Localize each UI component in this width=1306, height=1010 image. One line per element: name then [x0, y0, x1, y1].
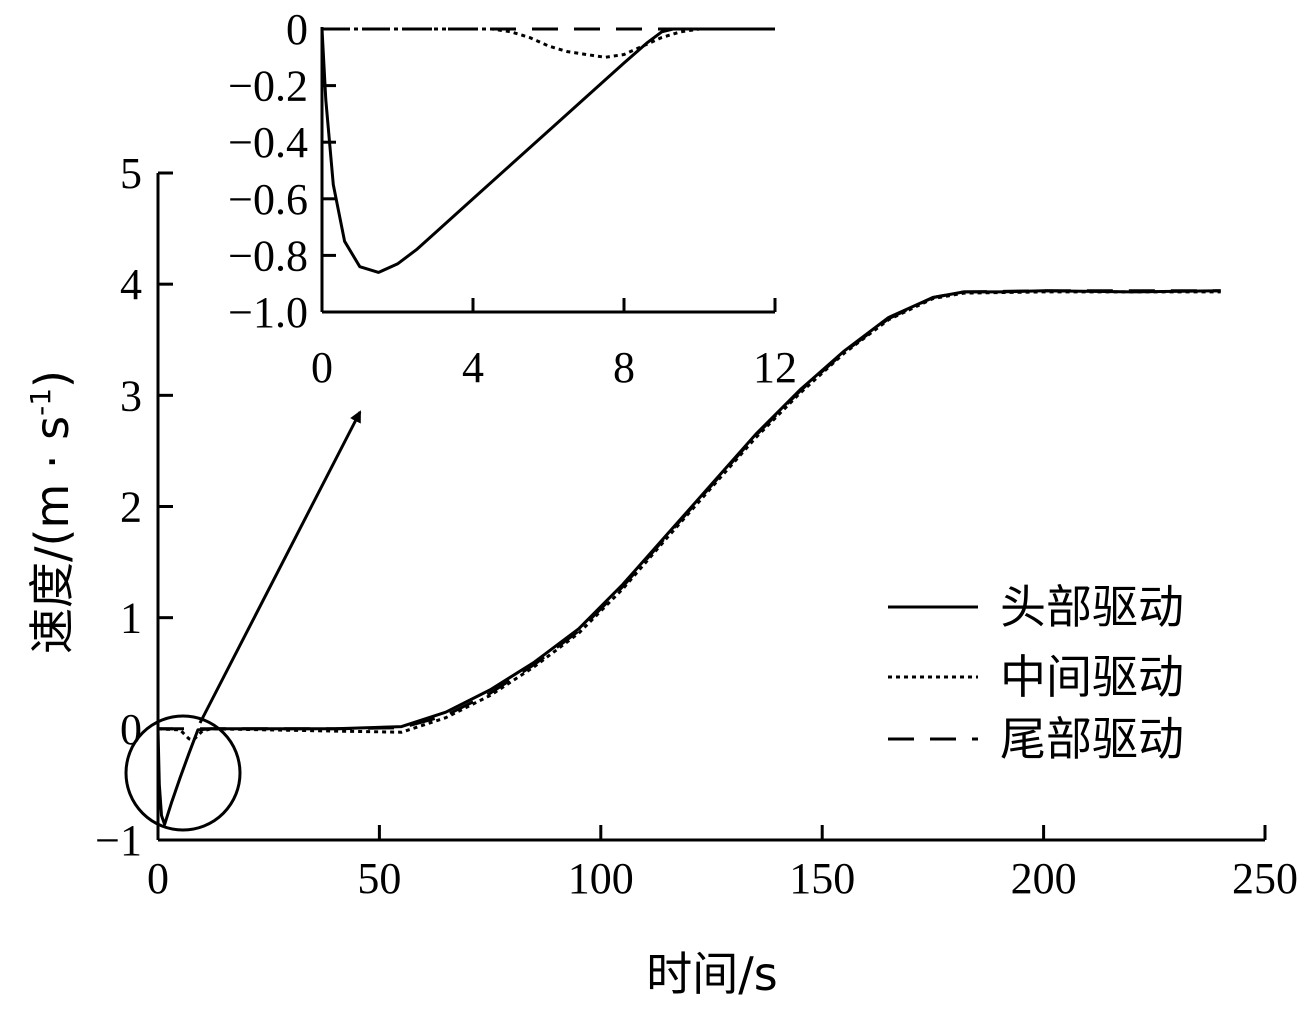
- legend-label-0: 头部驱动: [1000, 580, 1184, 634]
- inset-x-tick-label: 12: [753, 343, 797, 392]
- main-series-2-line: [158, 289, 1221, 731]
- inset-y-tick-label: −0.8: [228, 231, 308, 280]
- y-axis-title-main: 速度/(m · s: [25, 416, 79, 654]
- main-x-tick-label: 250: [1232, 854, 1298, 903]
- x-axis-title: 时间/s: [646, 947, 777, 1001]
- inset-series-0-line: [320, 27, 775, 274]
- highlight-circle: [124, 714, 242, 832]
- main-y-tick-label: 5: [120, 149, 142, 198]
- main-y-tick-label: 2: [120, 483, 142, 532]
- main-x-tick-label: 150: [789, 854, 855, 903]
- main-x-tick-label: 50: [357, 854, 401, 903]
- inset-plot: 0 4 8 12 0 −0.2 −0.4 −0.6 −0.8 −1.0: [228, 5, 797, 392]
- legend-label-2: 尾部驱动: [1000, 712, 1184, 766]
- inset-ticks: [320, 27, 777, 314]
- y-axis-title: 速度/(m · s-1): [24, 370, 79, 654]
- inset-y-tick-label: −0.2: [228, 62, 308, 111]
- inset-x-tick-label: 0: [311, 343, 333, 392]
- main-y-tick-label: 4: [120, 260, 142, 309]
- y-axis-title-superscript: -1: [24, 388, 57, 416]
- y-axis-title-close: ): [25, 370, 79, 388]
- inset-x-tick-label: 4: [462, 343, 484, 392]
- main-x-tick-labels: 0 50 100 150 200 250: [147, 854, 1298, 903]
- inset-series-1-line: [322, 27, 775, 59]
- inset-y-tick-label: −1.0: [228, 288, 308, 337]
- legend-label-1: 中间驱动: [1000, 650, 1184, 704]
- inset-y-tick-label: −0.4: [228, 118, 308, 167]
- main-y-tick-label: 1: [120, 594, 142, 643]
- inset-series-group: [320, 27, 775, 274]
- main-y-tick-label: −1: [95, 816, 142, 865]
- main-y-tick-label: 3: [120, 371, 142, 420]
- main-x-tick-label: 0: [147, 854, 169, 903]
- main-x-tick-label: 100: [568, 854, 634, 903]
- inset-x-tick-label: 8: [613, 343, 635, 392]
- main-x-tick-label: 200: [1011, 854, 1077, 903]
- main-ticks: [156, 171, 1267, 842]
- inset-x-tick-labels: 0 4 8 12: [311, 343, 797, 392]
- inset-arrow: [198, 410, 362, 724]
- inset-y-tick-labels: 0 −0.2 −0.4 −0.6 −0.8 −1.0: [228, 5, 308, 337]
- inset-y-tick-label: −0.6: [228, 175, 308, 224]
- legend: 头部驱动 中间驱动 尾部驱动: [888, 580, 1184, 766]
- inset-y-tick-label: 0: [286, 5, 308, 54]
- inset-background: [322, 29, 775, 312]
- main-series-group: [156, 289, 1221, 826]
